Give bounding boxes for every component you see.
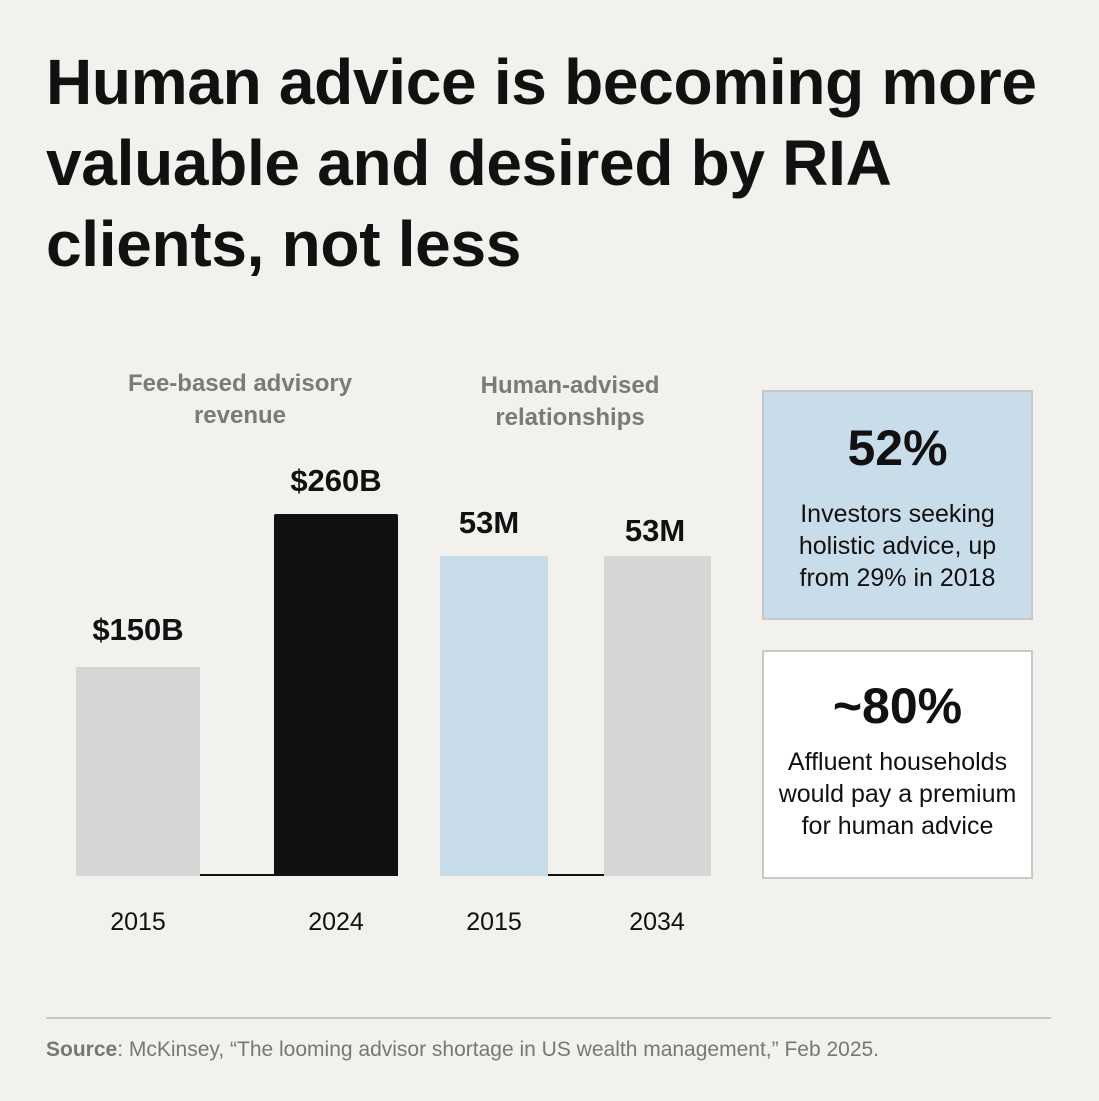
x-axis-label: 2024: [308, 908, 364, 936]
bar-relationships-2034: [604, 556, 711, 876]
group-label-relationships: Human-advised relationships: [480, 372, 660, 431]
bar-relationships-2015: [440, 556, 548, 876]
bar-value-label: $260B: [290, 463, 382, 498]
source-text: : McKinsey, “The looming advisor shortag…: [117, 1038, 880, 1061]
group-label-revenue: Fee-based advisory revenue: [127, 370, 353, 429]
connector-line: [548, 874, 604, 876]
stat-value: ~80%: [832, 678, 963, 734]
bar-value-label: $150B: [92, 612, 184, 647]
stat-value: 52%: [847, 420, 948, 476]
source-note: Source: McKinsey, “The looming advisor s…: [46, 1038, 879, 1062]
bar-value-label: 53M: [624, 513, 686, 548]
bar-value-label: 53M: [458, 505, 520, 540]
source-label: Source: [46, 1038, 118, 1061]
x-axis-label: 2034: [629, 908, 685, 936]
x-axis-label: 2015: [110, 908, 166, 936]
stat-description: Affluent households would pay a premium …: [778, 748, 1017, 840]
page-title: Human advice is becoming more valuable a…: [46, 46, 1037, 280]
stat-card-premium: ~80% Affluent households would pay a pre…: [762, 650, 1033, 879]
connector-line: [200, 874, 274, 876]
stat-description: Investors seeking holistic advice, up fr…: [798, 500, 997, 592]
bar-revenue-2015: [76, 667, 200, 876]
x-axis-label: 2015: [466, 908, 522, 936]
stat-card-holistic: 52% Investors seeking holistic advice, u…: [762, 390, 1033, 620]
footer-divider: [46, 1017, 1051, 1019]
bar-revenue-2024: [274, 514, 398, 876]
